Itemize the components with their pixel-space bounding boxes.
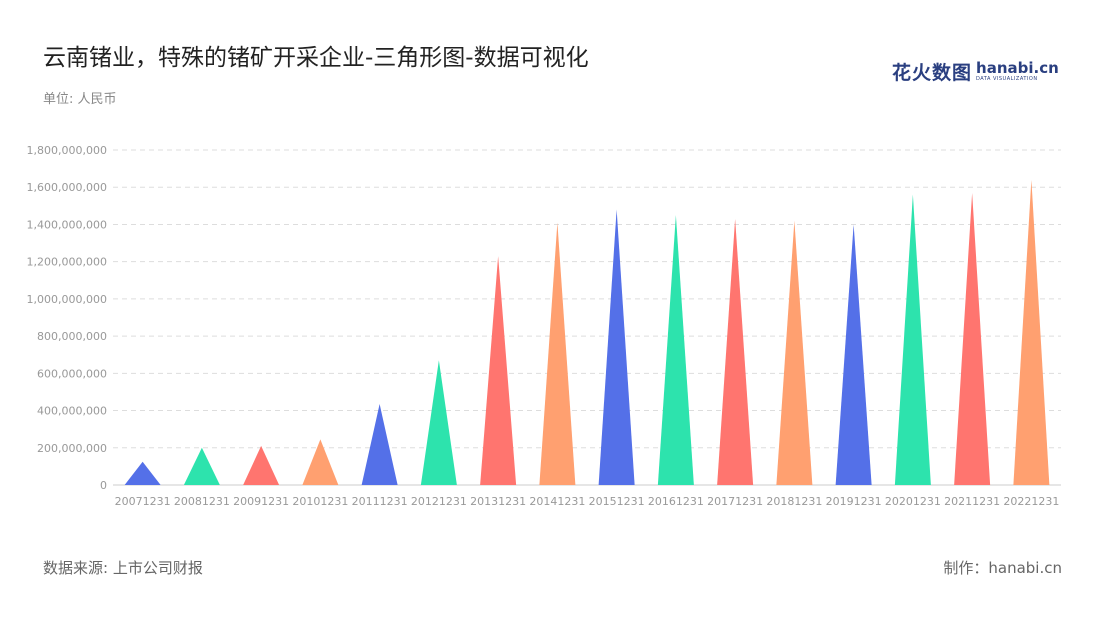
logo-en-text: hanabi.cn	[976, 58, 1059, 77]
x-tick-label: 20181231	[766, 495, 822, 508]
credit-text: 制作：hanabi.cn	[943, 559, 1062, 577]
logo-en-block: hanabi.cn DATA VISUALIZATION	[976, 58, 1059, 83]
y-tick-label: 1,800,000,000	[27, 144, 107, 157]
y-tick-label: 1,400,000,000	[27, 218, 107, 231]
y-axis-ticks: 0 200,000,000 400,000,000 600,000,000 800,00…	[27, 144, 107, 492]
logo-en-subtext: DATA VISUALIZATION	[976, 75, 1038, 82]
triangle-bar-20121231	[420, 360, 457, 485]
x-tick-label: 20111231	[352, 495, 408, 508]
y-tick-label: 1,600,000,000	[27, 181, 107, 194]
chart-title: 云南锗业，特殊的锗矿开采企业-三角形图-数据可视化	[43, 45, 589, 71]
triangle-bar-20221231	[1013, 179, 1050, 485]
x-tick-label: 20131231	[470, 495, 526, 508]
triangle-bar-20071231	[124, 461, 161, 485]
y-tick-label: 0	[100, 479, 107, 492]
triangle-bar-20161231	[657, 215, 694, 485]
y-tick-label: 600,000,000	[37, 367, 107, 380]
x-axis-ticks: 20071231 20081231 20091231 20101231 20111231…	[115, 495, 1060, 508]
x-tick-label: 20201231	[885, 495, 941, 508]
triangle-bar-20111231	[361, 404, 398, 485]
y-tick-label: 200,000,000	[37, 442, 107, 455]
y-tick-label: 400,000,000	[37, 405, 107, 418]
x-tick-label: 20121231	[411, 495, 467, 508]
y-tick-label: 1,000,000,000	[27, 293, 107, 306]
x-tick-label: 20091231	[233, 495, 289, 508]
y-tick-label: 1,200,000,000	[27, 256, 107, 269]
triangle-bar-20151231	[598, 209, 635, 486]
x-tick-label: 20141231	[529, 495, 585, 508]
x-tick-label: 20071231	[115, 495, 171, 508]
triangle-bar-20211231	[954, 192, 991, 486]
x-tick-label: 20221231	[1003, 495, 1059, 508]
triangle-bar-20081231	[183, 447, 220, 485]
triangle-bar-20131231	[480, 256, 517, 485]
x-tick-label: 20081231	[174, 495, 230, 508]
x-tick-label: 20161231	[648, 495, 704, 508]
unit-label: 单位: 人民币	[43, 92, 117, 107]
data-source: 数据来源: 上市公司财报	[43, 559, 203, 577]
x-tick-label: 20151231	[589, 495, 645, 508]
x-tick-label: 20101231	[292, 495, 348, 508]
brand-logo: 花火数图 hanabi.cn DATA VISUALIZATION	[892, 58, 1059, 85]
logo-cn-text: 花火数图	[892, 62, 973, 84]
triangle-bar-20181231	[776, 220, 813, 485]
triangle-bars	[124, 179, 1050, 486]
y-tick-label: 800,000,000	[37, 330, 107, 343]
x-tick-label: 20171231	[707, 495, 763, 508]
triangle-bar-20201231	[894, 194, 931, 485]
triangle-bar-20091231	[243, 445, 280, 485]
triangle-bar-20191231	[835, 224, 872, 485]
x-tick-label: 20211231	[944, 495, 1000, 508]
triangle-bar-20101231	[302, 439, 339, 485]
triangle-bar-20171231	[717, 218, 754, 485]
triangle-bar-20141231	[539, 222, 576, 486]
x-tick-label: 20191231	[826, 495, 882, 508]
